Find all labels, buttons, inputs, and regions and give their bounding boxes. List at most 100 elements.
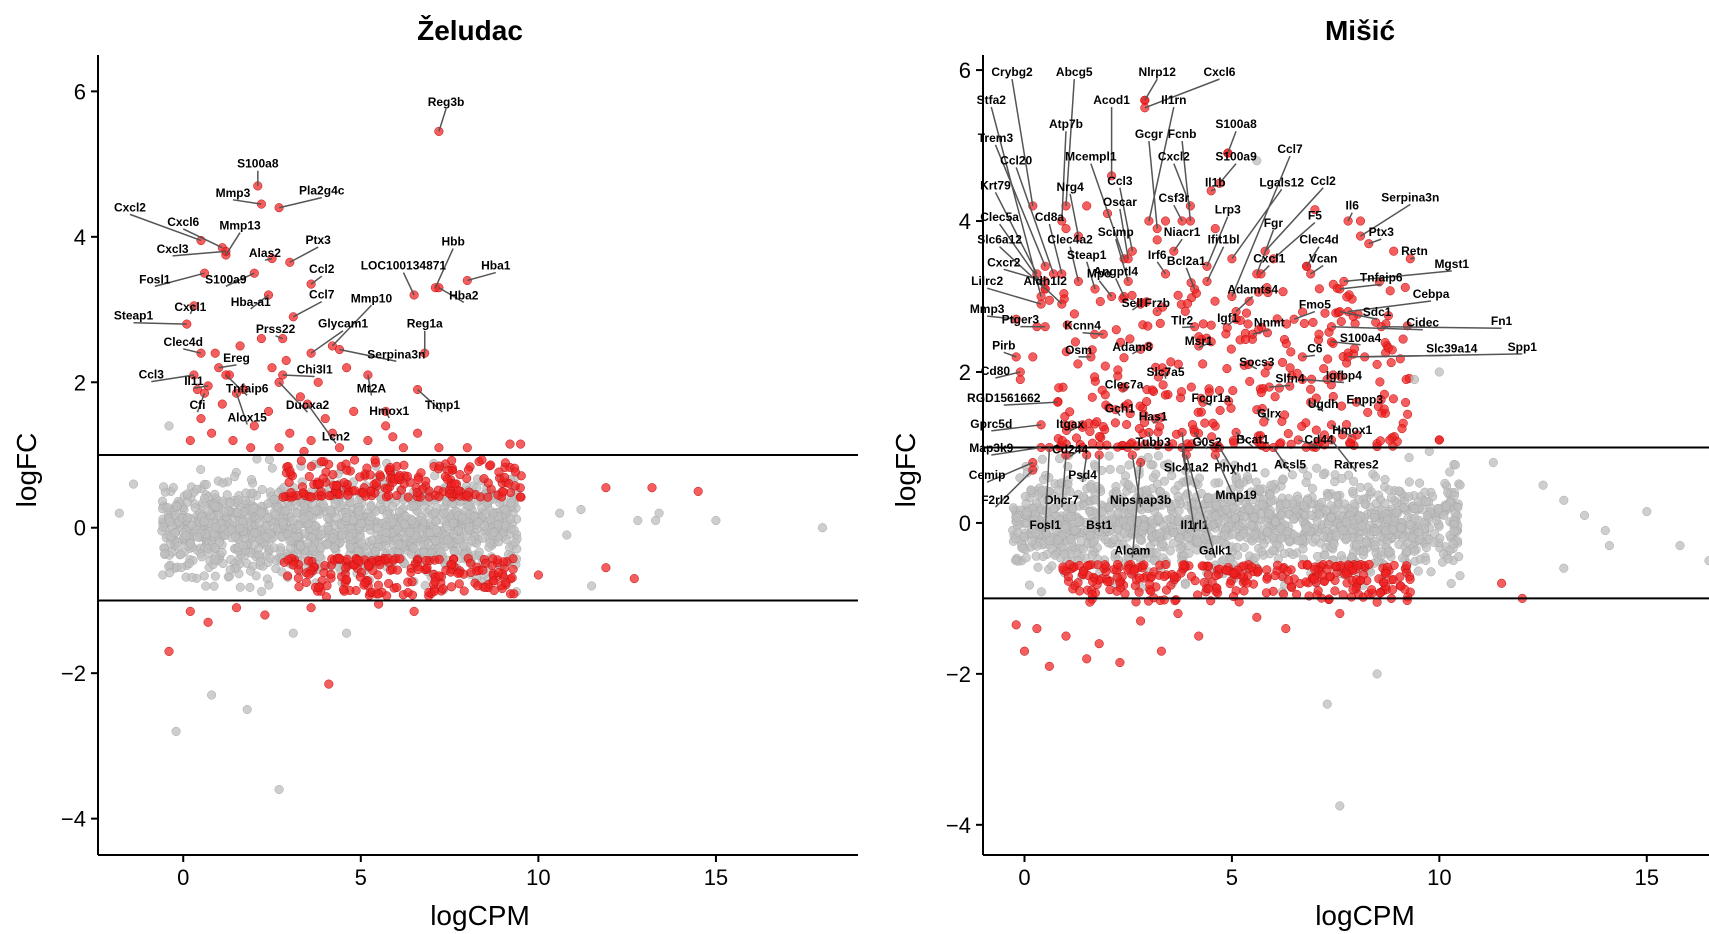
x-tick-label: 10	[1427, 865, 1451, 890]
gene-label: Chi3l1	[297, 363, 333, 377]
sig-point	[1261, 588, 1271, 598]
gene-label: Prss22	[256, 322, 296, 336]
sig-point	[1281, 339, 1291, 349]
nonsig-point	[235, 582, 245, 592]
gene-label: LOC100134871	[361, 259, 447, 273]
nonsig-point	[1415, 535, 1425, 545]
nonsig-point	[1255, 485, 1265, 495]
sig-point	[488, 554, 498, 564]
nonsig-point	[317, 529, 327, 540]
nonsig-point	[210, 555, 220, 565]
sig-point	[1160, 390, 1170, 400]
nonsig-point	[1037, 454, 1047, 464]
nonsig-point	[366, 502, 376, 512]
nonsig-point	[211, 522, 221, 532]
nonsig-point	[1251, 477, 1261, 487]
sig-point	[1286, 347, 1296, 357]
sig-point	[1241, 308, 1252, 318]
nonsig-point	[1341, 517, 1352, 527]
sig-point	[384, 578, 394, 589]
nonsig-point	[1559, 563, 1569, 573]
gene-label: Alas2	[249, 246, 281, 260]
sig-point	[1152, 235, 1162, 245]
sig-point	[398, 443, 408, 453]
sig-point	[1186, 382, 1196, 392]
gene-label: Mmp10	[351, 291, 393, 305]
gene-label: S100a9	[205, 272, 247, 286]
sig-point	[1355, 575, 1365, 585]
nonsig-point	[562, 530, 572, 540]
sig-point	[1306, 384, 1316, 394]
sig-point	[1198, 319, 1208, 329]
nonsig-point	[1704, 556, 1709, 566]
nonsig-point	[1281, 499, 1291, 509]
sig-point	[1226, 344, 1236, 354]
nonsig-point	[1249, 512, 1259, 522]
sig-point	[1087, 438, 1098, 448]
nonsig-point	[1070, 525, 1080, 535]
nonsig-point	[1260, 468, 1270, 478]
nonsig-point	[1066, 511, 1076, 521]
sig-point	[1069, 309, 1079, 319]
nonsig-point	[1352, 539, 1362, 549]
sig-point	[1210, 224, 1220, 234]
sig-point	[413, 428, 423, 438]
gene-label: Osm	[1065, 343, 1092, 357]
nonsig-point	[510, 538, 520, 548]
sig-point	[647, 483, 657, 493]
sig-point	[1330, 586, 1340, 596]
nonsig-point	[1384, 547, 1394, 557]
nonsig-point	[1429, 537, 1439, 547]
nonsig-point	[1322, 699, 1332, 709]
nonsig-point	[1441, 501, 1452, 511]
sig-point	[1372, 359, 1382, 369]
sig-point	[334, 553, 344, 563]
nonsig-point	[1388, 524, 1398, 534]
nonsig-point	[226, 525, 236, 535]
nonsig-point	[1020, 491, 1030, 502]
sig-point	[363, 435, 373, 446]
nonsig-point	[257, 508, 267, 518]
sig-point	[1173, 608, 1183, 619]
sig-point	[320, 414, 330, 424]
sig-point	[1110, 418, 1120, 428]
nonsig-point	[345, 542, 355, 553]
gene-label: Irf6	[1148, 248, 1167, 262]
nonsig-point	[1355, 482, 1365, 493]
sig-point	[1242, 578, 1252, 588]
nonsig-point	[1116, 464, 1126, 475]
sig-point	[438, 584, 448, 594]
gene-leader-line	[182, 228, 223, 249]
nonsig-point	[264, 580, 274, 590]
gene-label: Nnmt	[1254, 316, 1285, 330]
gene-label: Lrp3	[1215, 202, 1241, 216]
nonsig-point	[1022, 507, 1032, 517]
sig-point	[349, 406, 359, 416]
gene-label: Cfi	[189, 398, 205, 412]
nonsig-point	[478, 533, 488, 543]
sig-point	[1277, 357, 1288, 367]
gene-label: Rarres2	[1334, 458, 1379, 472]
nonsig-point	[480, 509, 491, 519]
gene-label: Ccl20	[1000, 153, 1032, 167]
sig-point	[1398, 334, 1408, 344]
nonsig-point	[1394, 486, 1404, 496]
nonsig-point	[1244, 504, 1254, 514]
nonsig-point	[173, 541, 183, 551]
nonsig-point	[172, 502, 182, 512]
gene-label: Alcam	[1114, 544, 1150, 558]
nonsig-point	[1155, 528, 1165, 538]
sig-point	[1341, 568, 1351, 578]
nonsig-point	[233, 508, 243, 518]
nonsig-point	[1409, 546, 1419, 556]
nonsig-point	[1312, 551, 1323, 561]
nonsig-point	[1326, 512, 1336, 523]
sig-point	[185, 606, 195, 616]
nonsig-point	[249, 528, 259, 538]
gene-label: Acsl5	[1274, 458, 1306, 472]
gene-leader-line	[1144, 78, 1158, 101]
gene-label: Hba-a1	[231, 295, 271, 309]
gene-label: S100a8	[237, 157, 279, 171]
sig-point	[353, 555, 364, 565]
